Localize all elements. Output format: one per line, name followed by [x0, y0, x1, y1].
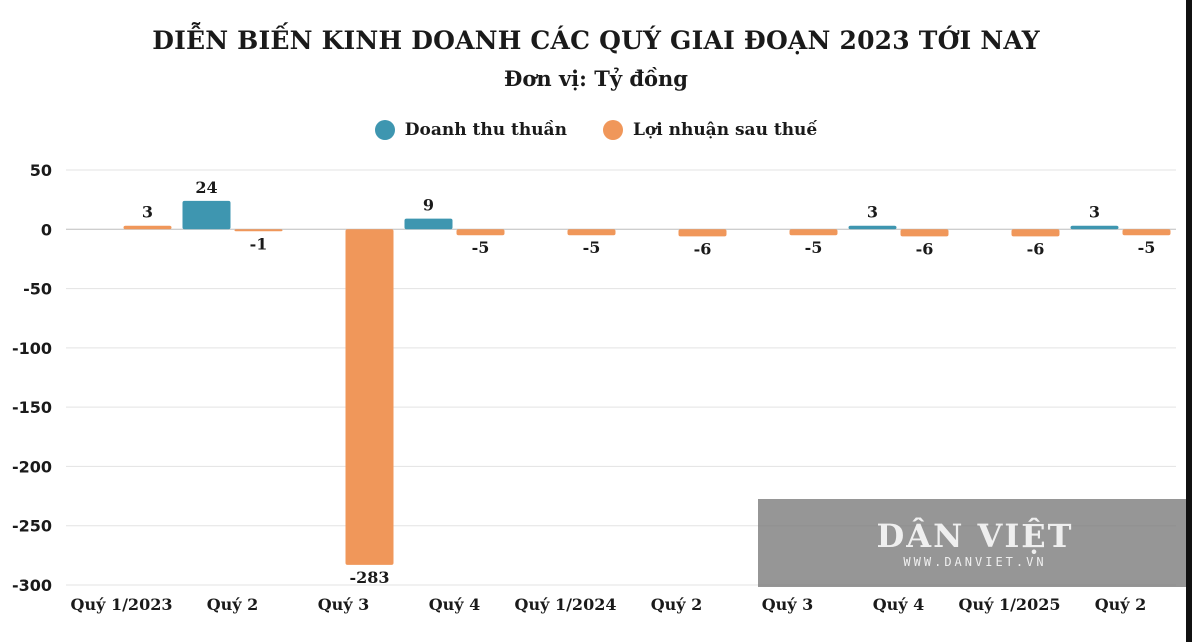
legend-swatch-profit: [602, 120, 623, 140]
legend-swatch-revenue: [374, 120, 395, 140]
bar-s1-3: [456, 229, 505, 236]
data-label-s0-7: 3: [867, 203, 878, 222]
data-label-s1-4: -5: [583, 238, 601, 257]
y-tick-label-2: -50: [23, 280, 52, 299]
data-label-s1-6: -5: [805, 238, 823, 257]
y-tick-label-1: 0: [41, 220, 52, 239]
bar-s0-9: [1070, 225, 1119, 230]
y-tick-label-0: 50: [30, 161, 52, 180]
y-tick-label-7: -300: [12, 576, 52, 595]
watermark-logo: DÂN VIỆT: [876, 517, 1074, 555]
legend-item-profit: Lợi nhuận sau thuế: [602, 120, 818, 140]
data-label-s1-0: 3: [142, 203, 153, 222]
x-tick-label-8: Quý 1/2025: [959, 595, 1061, 614]
x-tick-label-1: Quý 2: [207, 595, 259, 614]
chart-legend: Doanh thu thuần Lợi nhuận sau thuế: [0, 120, 1192, 140]
data-label-s0-9: 3: [1089, 203, 1100, 222]
data-label-s1-5: -6: [694, 239, 712, 258]
watermark-url: WWW.DANVIET.VN: [903, 555, 1047, 569]
legend-item-revenue: Doanh thu thuần: [374, 120, 567, 140]
data-label-s1-8: -6: [1027, 239, 1045, 258]
chart-subtitle: Đơn vị: Tỷ đồng: [504, 66, 688, 91]
x-tick-label-0: Quý 1/2023: [71, 595, 173, 614]
bar-s1-2: [345, 229, 394, 565]
x-tick-label-3: Quý 4: [429, 595, 481, 614]
bar-s1-5: [678, 229, 727, 237]
bar-s0-3: [404, 218, 453, 230]
data-label-s0-3: 9: [423, 196, 434, 215]
legend-label-profit: Lợi nhuận sau thuế: [632, 120, 818, 140]
bar-s1-1: [234, 229, 283, 232]
data-label-s1-2: -283: [349, 568, 389, 587]
bar-s0-7: [848, 225, 897, 230]
x-tick-label-5: Quý 2: [651, 595, 703, 614]
data-label-s1-7: -6: [916, 239, 934, 258]
bar-s1-0: [123, 225, 172, 230]
x-tick-label-7: Quý 4: [873, 595, 925, 614]
legend-label-revenue: Doanh thu thuần: [404, 120, 567, 140]
chart-title: DIỄN BIẾN KINH DOANH CÁC QUÝ GIAI ĐOẠN 2…: [152, 26, 1040, 55]
x-tick-label-6: Quý 3: [762, 595, 814, 614]
right-edge-bar: [1186, 0, 1192, 642]
bar-s1-8: [1011, 229, 1060, 237]
bar-s0-1: [182, 200, 231, 230]
bar-s1-6: [789, 229, 838, 236]
watermark: DÂN VIỆT WWW.DANVIET.VN: [758, 499, 1192, 587]
data-label-s1-1: -1: [250, 234, 268, 253]
y-tick-label-5: -200: [12, 457, 52, 476]
y-tick-label-4: -150: [12, 398, 52, 417]
data-label-s0-1: 24: [195, 178, 217, 197]
bar-s1-7: [900, 229, 949, 237]
x-tick-label-9: Quý 2: [1095, 595, 1147, 614]
x-tick-label-2: Quý 3: [318, 595, 370, 614]
bar-s1-4: [567, 229, 616, 236]
y-tick-label-3: -100: [12, 339, 52, 358]
x-tick-label-4: Quý 1/2024: [515, 595, 617, 614]
bar-s1-9: [1122, 229, 1171, 236]
data-label-s1-3: -5: [472, 238, 490, 257]
y-tick-label-6: -250: [12, 517, 52, 536]
data-label-s1-9: -5: [1138, 238, 1156, 257]
